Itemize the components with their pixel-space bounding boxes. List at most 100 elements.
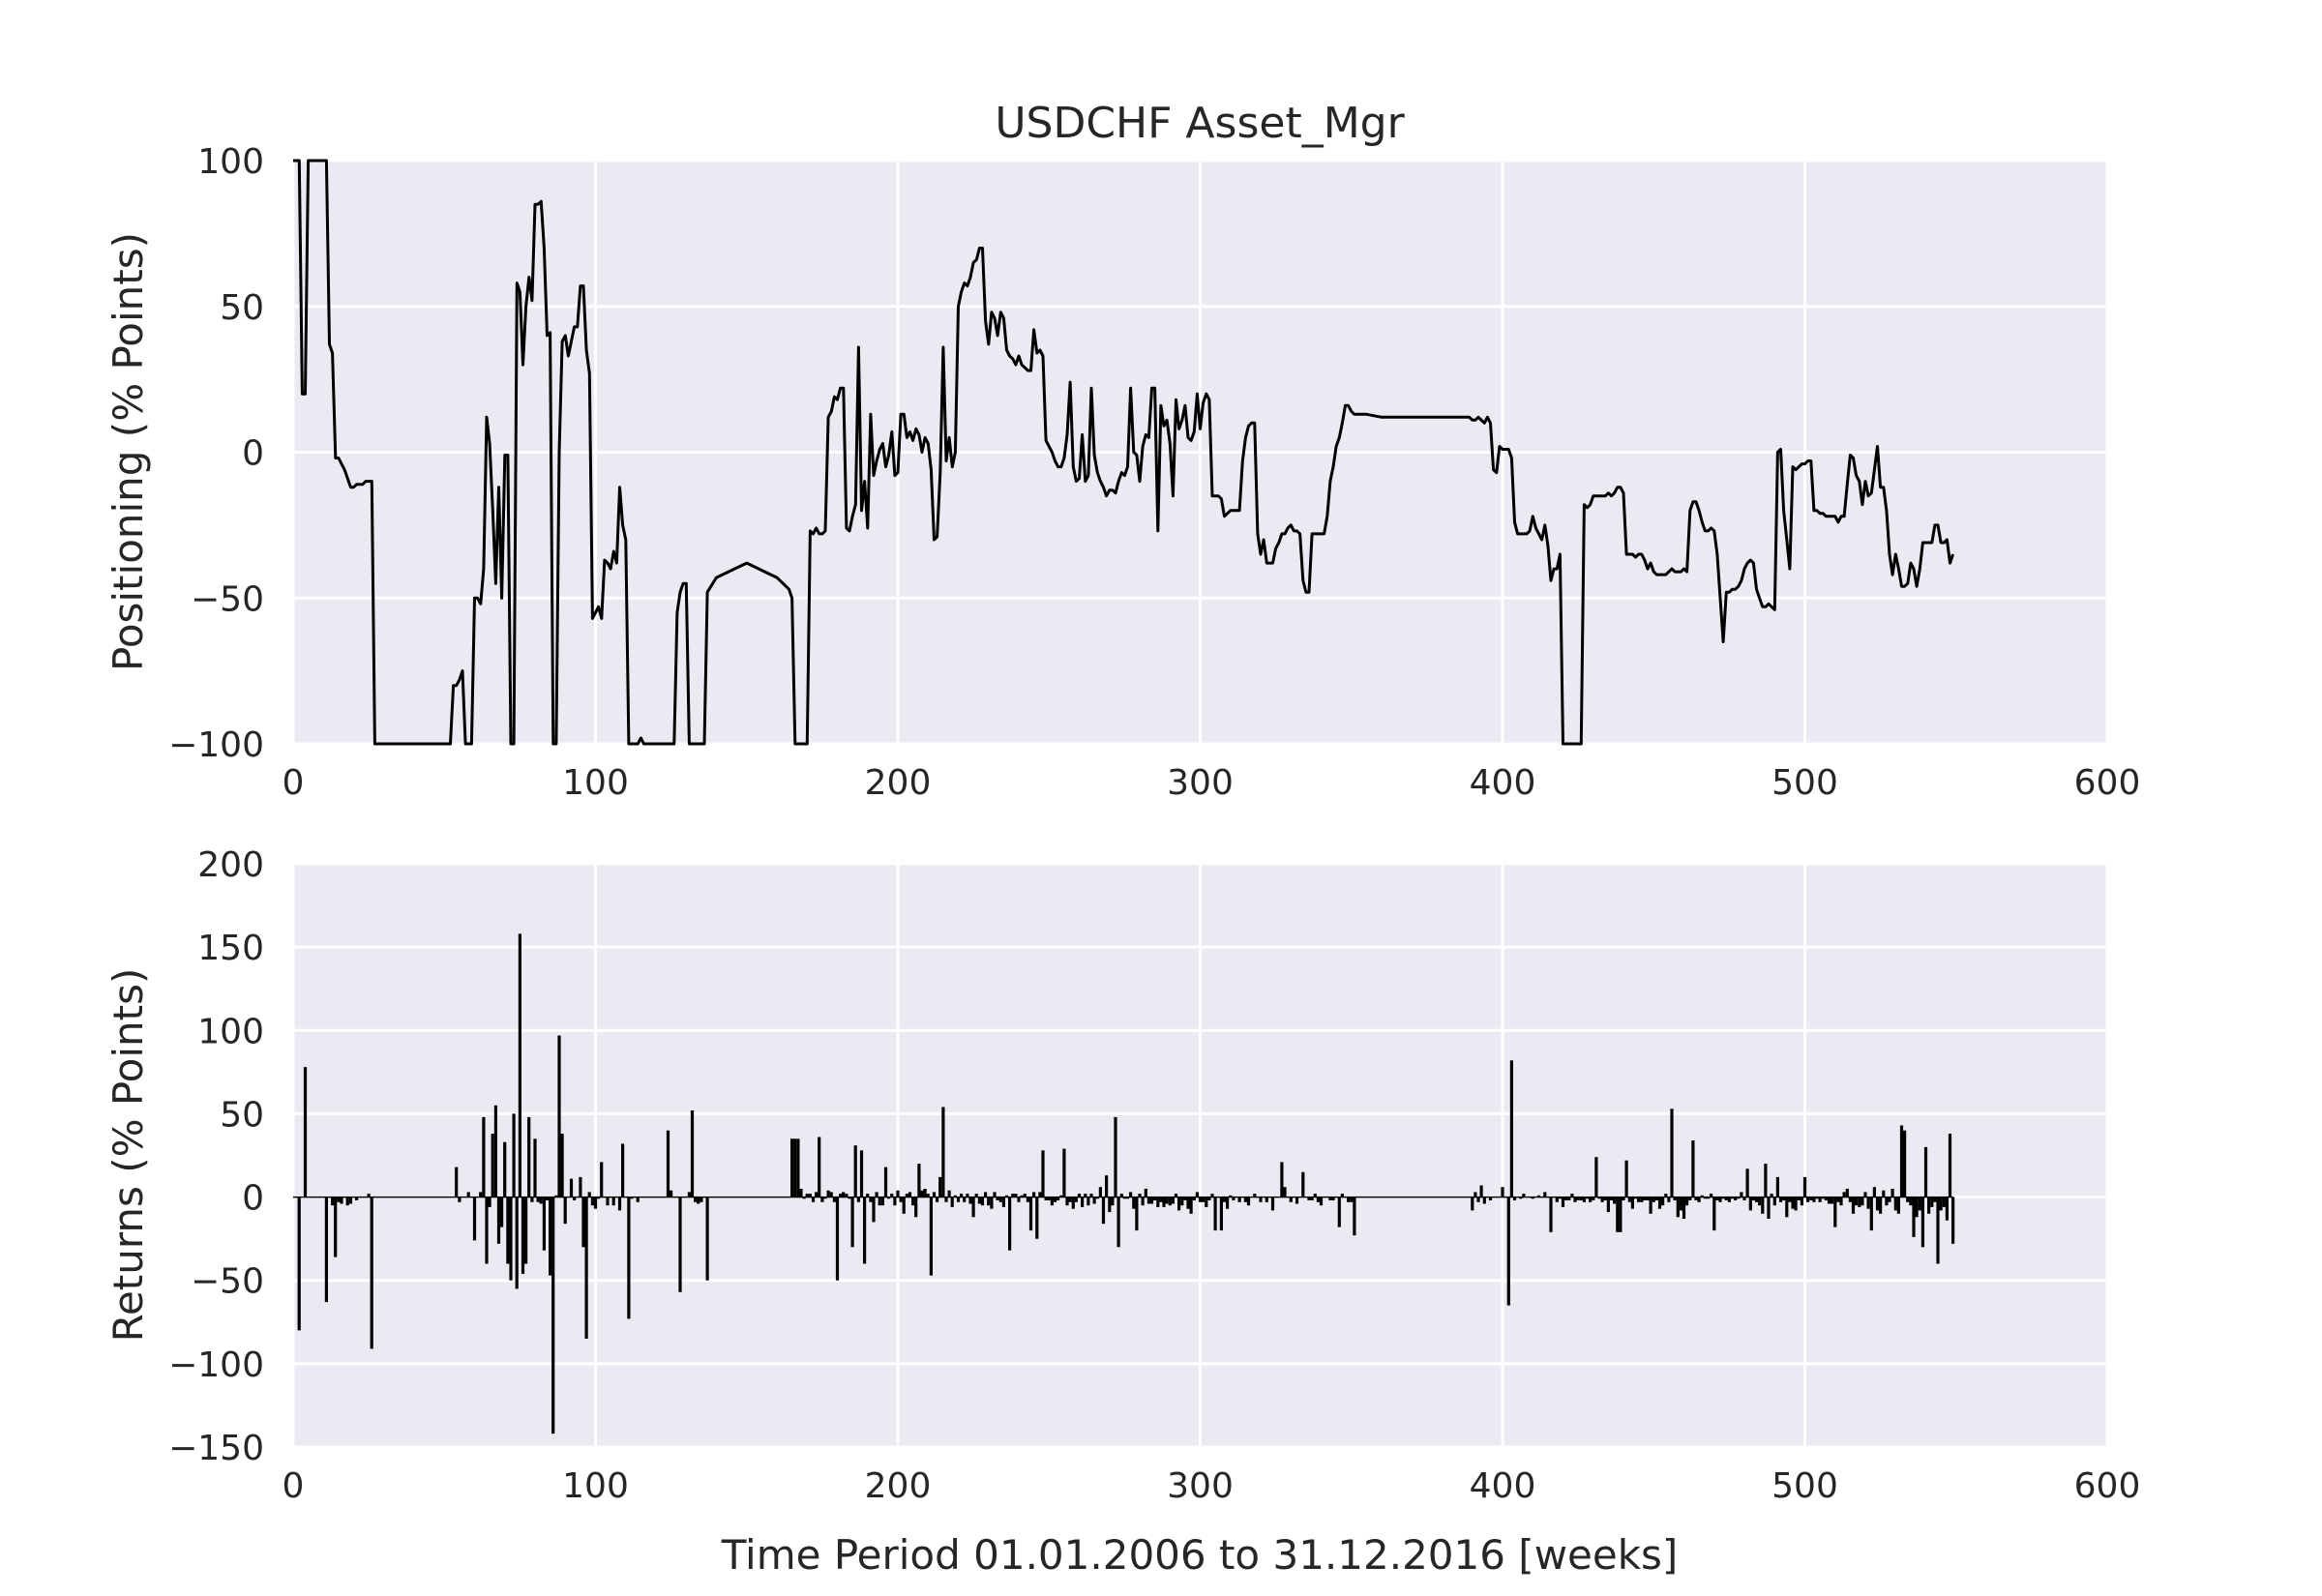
returns-bar [370, 1197, 373, 1349]
returns-bar [1858, 1197, 1861, 1207]
returns-bar [1089, 1194, 1093, 1197]
positioning-x-tick-label: 500 [1771, 763, 1838, 803]
returns-bar [1715, 1197, 1719, 1200]
returns-bar [1171, 1197, 1175, 1204]
returns-bar [799, 1189, 803, 1197]
returns-bar [899, 1197, 903, 1202]
returns-bar [1948, 1134, 1952, 1197]
returns-bar [1700, 1195, 1704, 1197]
returns-bar [1906, 1197, 1910, 1202]
returns-bar [590, 1197, 594, 1206]
returns-bar [1688, 1197, 1692, 1200]
returns-bar [1839, 1197, 1843, 1206]
returns-bar [1657, 1197, 1662, 1209]
returns-bar [1020, 1195, 1024, 1197]
returns-bar [1640, 1197, 1644, 1202]
returns-bar [853, 1145, 857, 1197]
returns-bar [700, 1197, 703, 1202]
returns-bar [1872, 1187, 1876, 1197]
returns-bar [856, 1197, 860, 1202]
returns-bar [905, 1194, 908, 1197]
returns-bar [1679, 1197, 1682, 1211]
returns-bar [1896, 1197, 1900, 1214]
returns-bar [1942, 1197, 1946, 1207]
returns-bar [1622, 1197, 1625, 1200]
returns-bar [1035, 1197, 1039, 1239]
returns-bar [839, 1194, 843, 1197]
returns-bar [1654, 1197, 1658, 1200]
returns-bar [1289, 1197, 1293, 1202]
returns-bar [1848, 1197, 1852, 1202]
returns-bar [966, 1194, 969, 1197]
returns-bar [1098, 1187, 1102, 1197]
returns-bar [1861, 1197, 1864, 1206]
returns-bar [584, 1197, 588, 1339]
returns-bar [1044, 1197, 1048, 1200]
returns-bar [1802, 1176, 1807, 1197]
returns-bar [1001, 1197, 1005, 1207]
returns-bar [1116, 1197, 1120, 1248]
returns-bar [1081, 1197, 1085, 1207]
returns-bar [1646, 1197, 1650, 1200]
returns-bar [941, 1107, 945, 1197]
returns-bar [1008, 1197, 1012, 1251]
returns-bar [1778, 1197, 1783, 1202]
returns-bar [1754, 1197, 1759, 1202]
returns-y-tick-label: 200 [197, 845, 264, 885]
returns-bar [1706, 1197, 1711, 1199]
returns-bar [1053, 1197, 1057, 1202]
returns-bar [926, 1194, 930, 1197]
returns-bar [482, 1116, 486, 1197]
returns-bar [1661, 1197, 1665, 1206]
returns-bar [539, 1197, 543, 1204]
returns-y-tick-label: 0 [242, 1179, 264, 1219]
returns-bar [1229, 1195, 1233, 1197]
returns-chart: 0 100 200 300 400 500 600 200150100500−50−100−… [104, 845, 2140, 1579]
returns-bar [1084, 1194, 1087, 1197]
returns-bar [1589, 1197, 1593, 1202]
returns-bar [923, 1189, 927, 1197]
returns-bar [506, 1197, 510, 1264]
returns-bar [1174, 1194, 1178, 1197]
positioning-y-ticks: 100 50 0 −50 −100 [168, 142, 264, 765]
returns-bar [1845, 1189, 1849, 1197]
positioning-x-tick-label: 400 [1470, 763, 1536, 803]
returns-bar [1815, 1197, 1819, 1199]
returns-bar [1866, 1197, 1870, 1209]
returns-bar [971, 1197, 975, 1218]
returns-bar [1890, 1189, 1894, 1197]
returns-bar [1842, 1192, 1846, 1197]
returns-bar [1751, 1197, 1755, 1200]
returns-bar [573, 1197, 577, 1200]
returns-bar [1664, 1194, 1668, 1197]
returns-bar [890, 1194, 894, 1197]
returns-bar [878, 1197, 881, 1206]
returns-bar [1074, 1197, 1078, 1202]
returns-bar [1536, 1195, 1541, 1197]
returns-y-tick-label: −150 [168, 1429, 264, 1468]
returns-bar [1824, 1197, 1828, 1200]
returns-bar [331, 1197, 335, 1206]
returns-bar [883, 1167, 888, 1197]
returns-bar [1879, 1197, 1883, 1214]
returns-bar [1745, 1168, 1749, 1197]
returns-bar [1476, 1197, 1480, 1202]
returns-bar [496, 1197, 501, 1244]
returns-bar [1246, 1197, 1251, 1206]
returns-bar [485, 1197, 489, 1264]
returns-bar [1146, 1197, 1150, 1204]
returns-bar [1616, 1197, 1620, 1232]
returns-bar [823, 1197, 827, 1199]
returns-bar [1092, 1197, 1096, 1204]
positioning-x-tick-label: 100 [562, 763, 629, 803]
returns-bar [1945, 1197, 1949, 1221]
returns-bar [1627, 1197, 1631, 1202]
returns-bar [297, 1197, 301, 1331]
returns-bar [1885, 1197, 1889, 1206]
returns-bar [1761, 1197, 1765, 1214]
returns-bar [1579, 1197, 1583, 1200]
returns-bar [611, 1197, 615, 1206]
returns-bar [1936, 1197, 1940, 1264]
returns-bar [820, 1197, 824, 1202]
